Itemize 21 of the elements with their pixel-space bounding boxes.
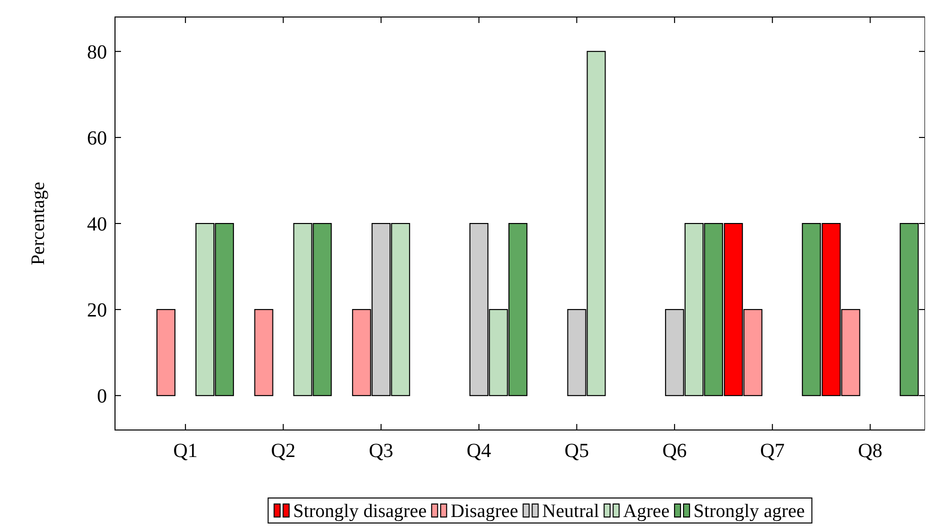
y-tick-label: 0 xyxy=(97,386,107,408)
x-tick-label: Q5 xyxy=(564,440,589,462)
bar xyxy=(254,309,274,396)
y-axis-title: Percentage xyxy=(28,182,49,266)
x-tick-label: Q2 xyxy=(271,440,296,462)
y-tick-label: 60 xyxy=(87,127,107,150)
y-tick-label: 20 xyxy=(87,300,107,322)
legend-label: Strongly agree xyxy=(694,501,805,522)
legend-label: Strongly disagree xyxy=(293,501,427,522)
x-tick-label: Q6 xyxy=(662,440,687,462)
x-tick-label: Q1 xyxy=(173,440,198,462)
y-tick-label: 40 xyxy=(87,214,107,236)
legend-label: Neutral xyxy=(542,501,600,522)
x-tick-label: Q3 xyxy=(368,440,394,462)
x-tick-label: Q4 xyxy=(466,440,492,462)
x-tick-label: Q8 xyxy=(858,440,882,462)
y-tick-label: 80 xyxy=(87,41,107,64)
bar xyxy=(156,309,176,396)
legend-label: Agree xyxy=(623,501,670,522)
legend-label: Disagree xyxy=(450,501,518,522)
x-tick-label: Q7 xyxy=(760,440,785,462)
